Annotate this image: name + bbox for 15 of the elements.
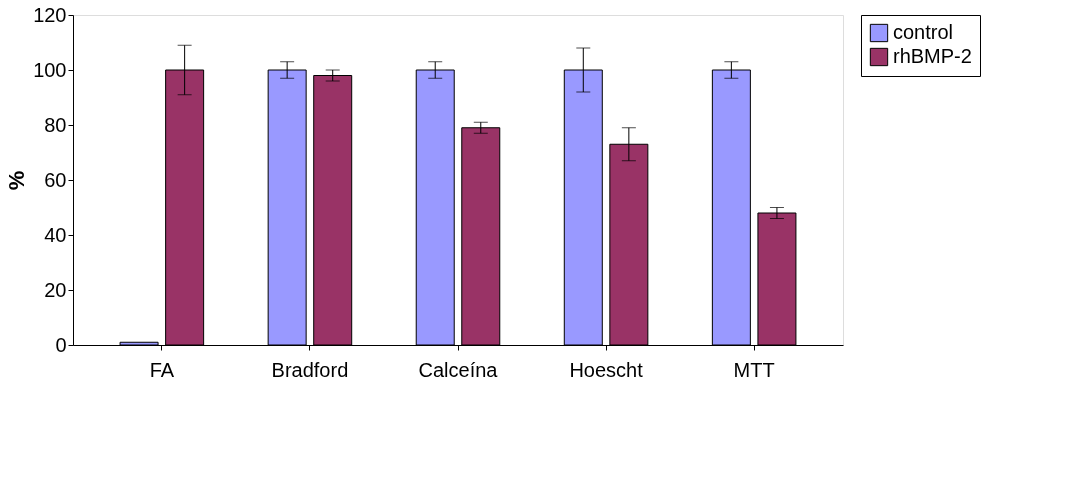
y-tick-label: 60 — [44, 168, 67, 191]
x-tick-label: Hoescht — [569, 358, 644, 381]
legend-label: control — [893, 21, 954, 43]
y-tick-label: 20 — [44, 278, 67, 301]
x-tick-label: MTT — [733, 358, 775, 381]
y-axis-title: % — [4, 170, 30, 191]
y-tick-label: 120 — [33, 3, 67, 26]
legend-label: rhBMP-2 — [893, 45, 972, 67]
x-tick-label: Calceína — [418, 358, 499, 381]
y-tick-label: 80 — [44, 113, 67, 136]
y-tick-label: 100 — [33, 58, 67, 81]
y-tick-label: 0 — [55, 333, 67, 356]
x-tick-label: FA — [149, 358, 175, 381]
x-tick-label: Bradford — [271, 358, 349, 381]
y-tick-label: 40 — [44, 223, 67, 246]
